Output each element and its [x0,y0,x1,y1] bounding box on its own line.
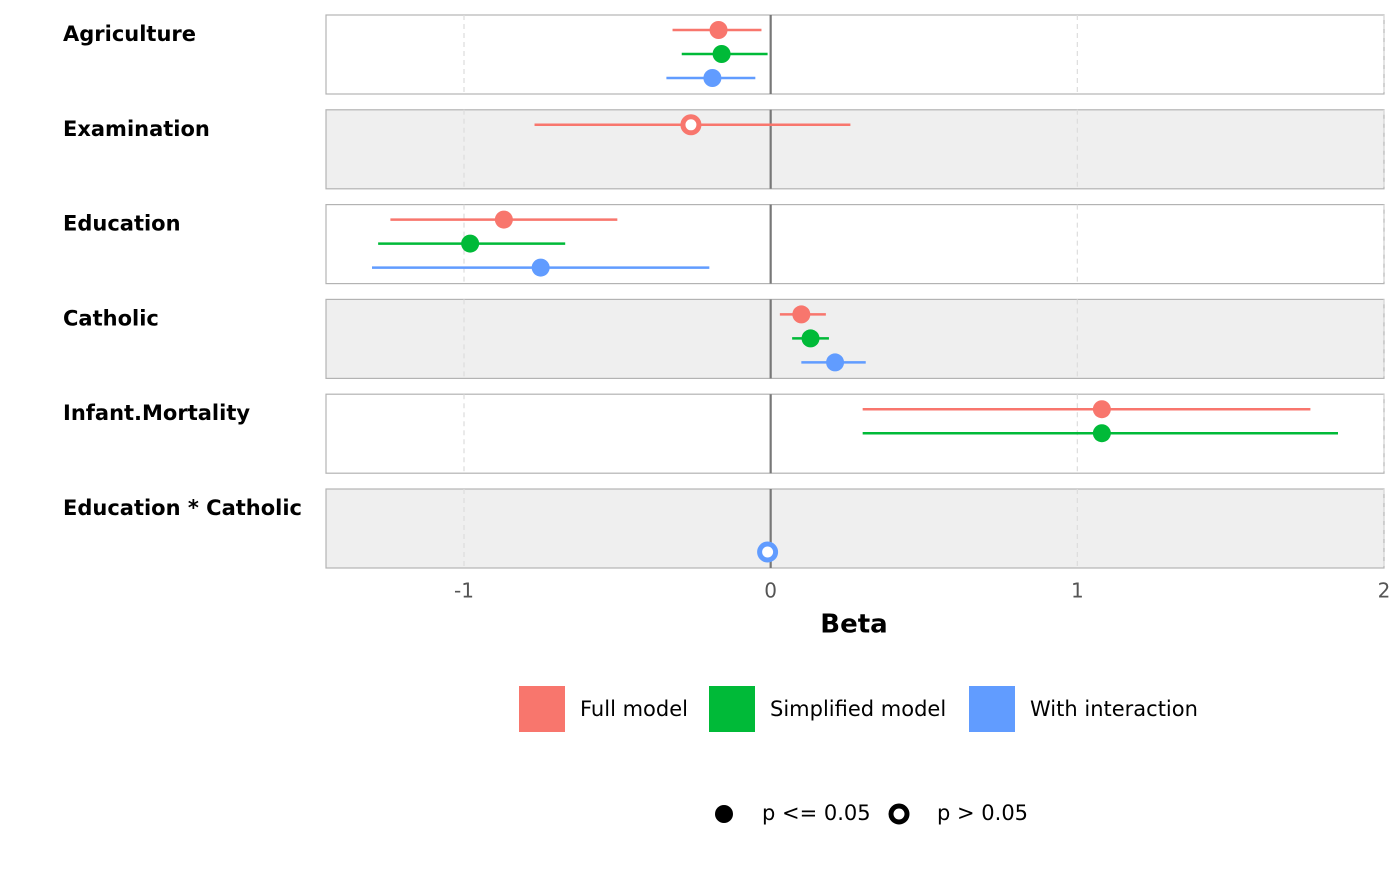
term-label: Infant.Mortality [63,401,250,425]
legend-label: Simplified model [770,697,946,721]
legend-label: Full model [580,697,688,721]
point-estimate [1092,400,1111,419]
x-axis-label: Beta [820,610,887,640]
point-estimate [1092,424,1111,443]
panel [325,298,1385,379]
term-label: Agriculture [63,22,196,46]
point-estimate [826,353,845,372]
point-estimate [709,21,728,39]
term-label: Catholic [63,306,159,330]
panel [325,488,1385,569]
point-estimate [801,329,820,348]
panel [325,14,1385,95]
legend-swatch [969,686,1015,732]
point-estimate [712,45,731,63]
x-tick-label: 1 [1071,579,1084,603]
legend-label: With interaction [1030,697,1198,721]
x-tick-label: -1 [454,579,474,603]
x-tick-label: 2 [1378,579,1391,603]
point-estimate [531,258,550,277]
legend-swatch [709,686,755,732]
point-estimate [461,234,480,253]
term-label: Examination [63,117,210,141]
legend-shape [888,803,910,825]
point-estimate [792,305,811,324]
point-estimate [494,210,513,229]
legend-shape [715,805,733,823]
legend-label: p > 0.05 [937,801,1028,825]
x-tick-label: 0 [764,579,777,603]
legend-swatch [519,686,565,732]
point-estimate [680,114,702,136]
panel [325,109,1385,190]
term-label: Education [63,212,181,236]
term-label: Education * Catholic [63,496,302,520]
point-estimate [703,69,722,87]
legend-label: p <= 0.05 [762,801,871,825]
point-estimate [757,541,779,563]
